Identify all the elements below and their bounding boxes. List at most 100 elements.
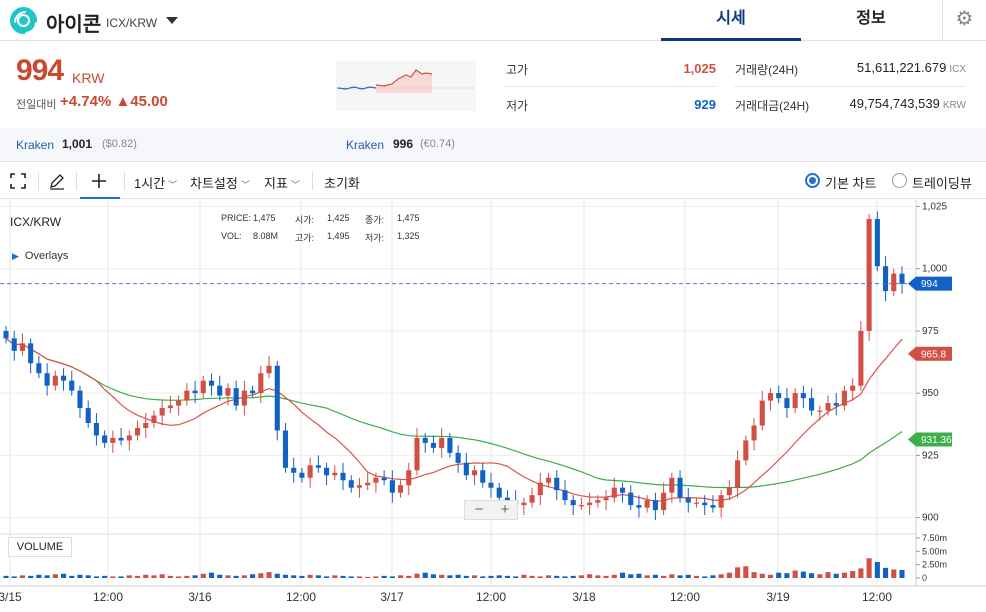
candle-body xyxy=(817,410,823,412)
exchange-name[interactable]: Kraken xyxy=(16,138,55,152)
tradingview-label[interactable]: 트레이딩뷰 xyxy=(912,176,972,191)
price-badge-label: 994 xyxy=(921,279,938,290)
legend-open-value: 1,425 xyxy=(327,213,350,223)
candle-body xyxy=(480,470,486,483)
volume-bar xyxy=(619,572,626,578)
candle-body xyxy=(628,492,634,506)
candle-body xyxy=(307,465,313,478)
volume-label: VOLUME xyxy=(8,537,72,557)
candle-body xyxy=(381,477,387,481)
candle-body xyxy=(414,437,420,471)
candle-body xyxy=(496,487,502,498)
volume-tick-label: 5.00m xyxy=(922,546,947,556)
candle-body xyxy=(570,500,576,506)
volume-bar xyxy=(545,575,552,578)
volume-bar xyxy=(488,575,494,578)
volume-bar xyxy=(373,576,379,578)
candle-body xyxy=(28,343,34,364)
candlestick-chart[interactable]: 3/15 12:00 3/16 12:00 3/17 12:00 3/18 12:00 3/19… xyxy=(0,200,986,612)
exchange-price: 1,001 xyxy=(62,137,93,151)
high-value: 1,025 xyxy=(683,61,716,76)
candle-body xyxy=(710,505,716,508)
mini-chart xyxy=(336,61,476,111)
volume-bar xyxy=(340,575,346,578)
volume-bar xyxy=(3,575,9,578)
candle-body xyxy=(866,218,872,331)
candle-body xyxy=(52,375,58,386)
volume-bar xyxy=(60,573,67,578)
ma-long-line xyxy=(5,337,903,489)
settings-dropdown[interactable]: 차트설정 ﹀ xyxy=(190,173,250,192)
indicators-dropdown[interactable]: 지표 ﹀ xyxy=(264,173,300,192)
price-badge-label: 965.8 xyxy=(921,349,946,360)
volume-bar xyxy=(299,575,305,578)
amount-number: 49,754,743,539 xyxy=(849,96,940,111)
volume-bar xyxy=(233,575,239,578)
volume-bar xyxy=(858,568,864,578)
volume-bar xyxy=(118,576,124,578)
candle-body xyxy=(669,477,675,493)
volume-value: 51,611,221.679 ICX xyxy=(786,60,966,75)
chevron-down-icon[interactable] xyxy=(166,17,178,24)
candle-body xyxy=(77,390,83,409)
gear-icon[interactable]: ⚙ xyxy=(942,0,986,41)
volume-bar xyxy=(332,575,338,578)
candle-body xyxy=(93,422,99,436)
volume-bar xyxy=(809,573,815,578)
interval-dropdown[interactable]: 1시간 ﹀ xyxy=(134,173,177,192)
candle-body xyxy=(176,400,182,406)
candle-body xyxy=(19,343,25,351)
volume-bar xyxy=(784,573,790,578)
candle-body xyxy=(841,390,848,406)
candle-body xyxy=(718,495,724,508)
divider xyxy=(734,86,966,87)
volume-bar xyxy=(529,575,535,578)
candle-body xyxy=(3,330,9,339)
candle-body xyxy=(134,427,141,436)
volume-bar xyxy=(19,575,25,578)
volume-bar xyxy=(554,575,560,578)
chart-toolbar: 1시간 ﹀ 차트설정 ﹀ 지표 ﹀ 초기화 기본 차트 트레이딩뷰 xyxy=(0,163,986,199)
chart-area[interactable]: 3/15 12:00 3/16 12:00 3/17 12:00 3/18 12:00 3/19… xyxy=(0,200,986,612)
basic-chart-label[interactable]: 기본 차트 xyxy=(825,176,877,191)
candle-body xyxy=(677,477,683,498)
candle-body xyxy=(899,273,905,284)
volume-bar xyxy=(463,575,469,578)
radio-basic-chart[interactable] xyxy=(805,173,820,188)
zoom-in-button[interactable]: + xyxy=(500,501,510,518)
tab-market[interactable]: 시세 xyxy=(661,0,801,41)
fullscreen-icon[interactable] xyxy=(10,173,26,189)
candle-body xyxy=(356,485,363,488)
ma-short-line xyxy=(5,337,903,502)
volume-bar xyxy=(759,573,765,578)
volume-bar xyxy=(250,574,256,578)
volume-bar xyxy=(702,576,708,578)
pencil-icon[interactable] xyxy=(48,172,66,190)
overlays-toggle[interactable]: ▶ Overlays xyxy=(12,250,68,262)
volume-bar xyxy=(52,574,58,578)
radio-tradingview[interactable] xyxy=(892,173,907,188)
volume-bar xyxy=(628,574,634,578)
candle-body xyxy=(217,385,223,396)
zoom-out-button[interactable]: − xyxy=(474,501,484,518)
crosshair-button[interactable] xyxy=(80,163,120,199)
candle-body xyxy=(792,393,798,409)
candle-body xyxy=(636,505,642,508)
candle-body xyxy=(389,480,395,493)
exchange-name[interactable]: Kraken xyxy=(346,138,385,152)
volume-bar xyxy=(134,575,141,578)
candle-body xyxy=(619,487,626,493)
candle-body xyxy=(726,487,732,496)
volume-bar xyxy=(504,575,510,578)
reset-button[interactable]: 초기화 xyxy=(324,176,360,191)
mini-chart-svg xyxy=(336,69,476,93)
candle-body xyxy=(883,266,889,292)
volume-bar xyxy=(578,575,584,578)
tab-info[interactable]: 정보 xyxy=(856,10,886,27)
volume-bar xyxy=(776,572,782,578)
volume-bar xyxy=(677,575,683,578)
crosshair-icon xyxy=(92,174,106,188)
interval-label: 1시간 xyxy=(134,176,166,191)
volume-bar xyxy=(192,575,198,578)
legend-low-label: 저가: xyxy=(365,233,385,243)
